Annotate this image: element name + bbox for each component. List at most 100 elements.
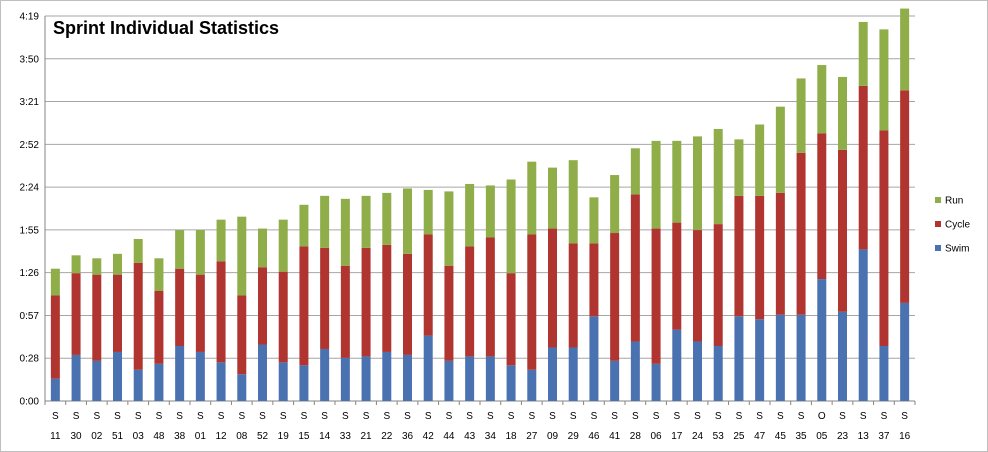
bar-cycle bbox=[755, 195, 765, 320]
bar-run bbox=[403, 188, 412, 254]
y-tick-label: 3:21 bbox=[20, 97, 40, 108]
x-tick-label-line2: 29 bbox=[568, 431, 580, 442]
bar-cycle bbox=[195, 274, 205, 352]
x-tick-label-line2: 08 bbox=[236, 431, 248, 442]
x-tick-label-line2: 13 bbox=[858, 431, 870, 442]
bar-swim bbox=[755, 319, 765, 401]
bar-run bbox=[423, 189, 433, 235]
x-tick-label-line2: 24 bbox=[692, 431, 704, 442]
x-tick-label-line1: S bbox=[197, 411, 204, 422]
bar-run bbox=[630, 148, 640, 195]
bar-swim bbox=[444, 360, 454, 401]
x-tick-label-line1: S bbox=[176, 411, 183, 422]
bar-cycle bbox=[216, 261, 226, 363]
x-tick-label-line2: 48 bbox=[153, 431, 165, 442]
x-tick-label-line1: O bbox=[818, 411, 826, 422]
bar-cycle bbox=[879, 130, 889, 346]
x-tick-label-line2: 15 bbox=[298, 431, 310, 442]
bar-cycle bbox=[278, 271, 288, 363]
bar-run bbox=[879, 29, 889, 131]
x-tick-label-line2: 11 bbox=[50, 431, 61, 442]
legend-label-run: Run bbox=[945, 196, 963, 207]
x-tick-label-line1: S bbox=[715, 411, 722, 422]
legend-swatch-cycle bbox=[935, 221, 941, 227]
bar-swim bbox=[258, 344, 267, 401]
bar-cycle bbox=[630, 194, 640, 342]
y-tick-label: 1:26 bbox=[20, 268, 40, 279]
bar-swim bbox=[527, 369, 537, 401]
bar-swim bbox=[320, 348, 330, 401]
x-tick-label-line2: 52 bbox=[257, 431, 269, 442]
bar-cycle bbox=[817, 133, 827, 280]
x-tick-label-line2: 27 bbox=[526, 431, 538, 442]
x-tick-label-line1: S bbox=[632, 411, 639, 422]
x-tick-label-line1: S bbox=[280, 411, 287, 422]
bar-cycle bbox=[548, 228, 557, 348]
x-tick-label-line2: 36 bbox=[402, 431, 414, 442]
bar-swim bbox=[113, 351, 122, 401]
y-tick-label: 1:55 bbox=[20, 225, 40, 236]
x-tick-label-line1: S bbox=[591, 411, 598, 422]
bar-swim bbox=[299, 365, 309, 401]
bar-run bbox=[713, 128, 723, 225]
bar-swim bbox=[195, 351, 205, 401]
bar-run bbox=[672, 140, 682, 223]
bar-run bbox=[92, 258, 102, 275]
bar-cycle bbox=[858, 85, 868, 250]
bar-swim bbox=[175, 346, 185, 401]
bar-swim bbox=[237, 374, 247, 401]
x-tick-label-line2: 01 bbox=[195, 431, 207, 442]
bar-cycle bbox=[651, 228, 661, 364]
x-tick-label-line2: 12 bbox=[216, 431, 228, 442]
bar-swim bbox=[423, 335, 433, 401]
x-tick-label-line1: S bbox=[466, 411, 473, 422]
bar-cycle bbox=[320, 247, 330, 349]
x-tick-label-line2: 45 bbox=[775, 431, 787, 442]
x-tick-label-line1: S bbox=[73, 411, 80, 422]
y-tick-label: 4:19 bbox=[20, 12, 40, 23]
x-tick-label-line1: S bbox=[736, 411, 743, 422]
x-tick-label-line2: 18 bbox=[506, 431, 518, 442]
x-tick-label-line2: 37 bbox=[878, 431, 890, 442]
x-tick-label-line2: 05 bbox=[816, 431, 828, 442]
x-tick-label-line2: 30 bbox=[71, 431, 83, 442]
bar-cycle bbox=[900, 90, 910, 303]
x-tick-label-line1: S bbox=[487, 411, 494, 422]
y-tick-label: 0:28 bbox=[20, 354, 40, 365]
chart-title: Sprint Individual Statistics bbox=[53, 18, 280, 38]
bar-swim bbox=[589, 316, 599, 401]
x-tick-label-line1: S bbox=[839, 411, 846, 422]
bar-swim bbox=[693, 341, 702, 401]
x-tick-label-line2: 28 bbox=[630, 431, 642, 442]
x-tick-label-line2: 34 bbox=[485, 431, 497, 442]
x-tick-label-line1: S bbox=[673, 411, 680, 422]
x-tick-label-line1: S bbox=[881, 411, 888, 422]
x-tick-label-line1: S bbox=[425, 411, 432, 422]
bar-swim bbox=[568, 347, 578, 401]
bar-run bbox=[755, 124, 765, 196]
bar-cycle bbox=[133, 262, 143, 370]
bar-run bbox=[216, 219, 226, 262]
bar-run bbox=[568, 160, 578, 244]
bar-swim bbox=[216, 362, 226, 401]
bar-cycle bbox=[775, 192, 785, 315]
x-tick-label-line2: 25 bbox=[733, 431, 745, 442]
legend-swatch-run bbox=[935, 197, 941, 203]
bar-swim bbox=[382, 351, 392, 401]
bar-run bbox=[237, 216, 247, 296]
bar-cycle bbox=[237, 295, 247, 375]
bar-run bbox=[485, 185, 495, 238]
bar-run bbox=[258, 228, 267, 268]
bar-run bbox=[796, 78, 806, 153]
y-tick-label: 2:52 bbox=[20, 140, 40, 151]
bar-cycle bbox=[693, 230, 702, 342]
bar-run bbox=[175, 230, 185, 269]
x-tick-label-line1: S bbox=[404, 411, 411, 422]
bar-run bbox=[817, 65, 827, 134]
bar-swim bbox=[672, 329, 682, 401]
x-tick-label-line1: S bbox=[570, 411, 577, 422]
bar-cycle bbox=[50, 295, 60, 379]
bar-cycle bbox=[734, 195, 744, 317]
bar-run bbox=[734, 139, 744, 196]
